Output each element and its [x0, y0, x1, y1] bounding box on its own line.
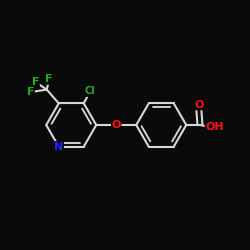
Text: Cl: Cl: [84, 86, 96, 96]
Text: F: F: [27, 87, 34, 97]
Text: O: O: [194, 100, 203, 110]
Text: N: N: [54, 142, 63, 152]
Text: O: O: [112, 120, 121, 130]
Text: OH: OH: [205, 122, 224, 132]
Text: F: F: [46, 74, 53, 84]
Text: F: F: [32, 77, 39, 87]
